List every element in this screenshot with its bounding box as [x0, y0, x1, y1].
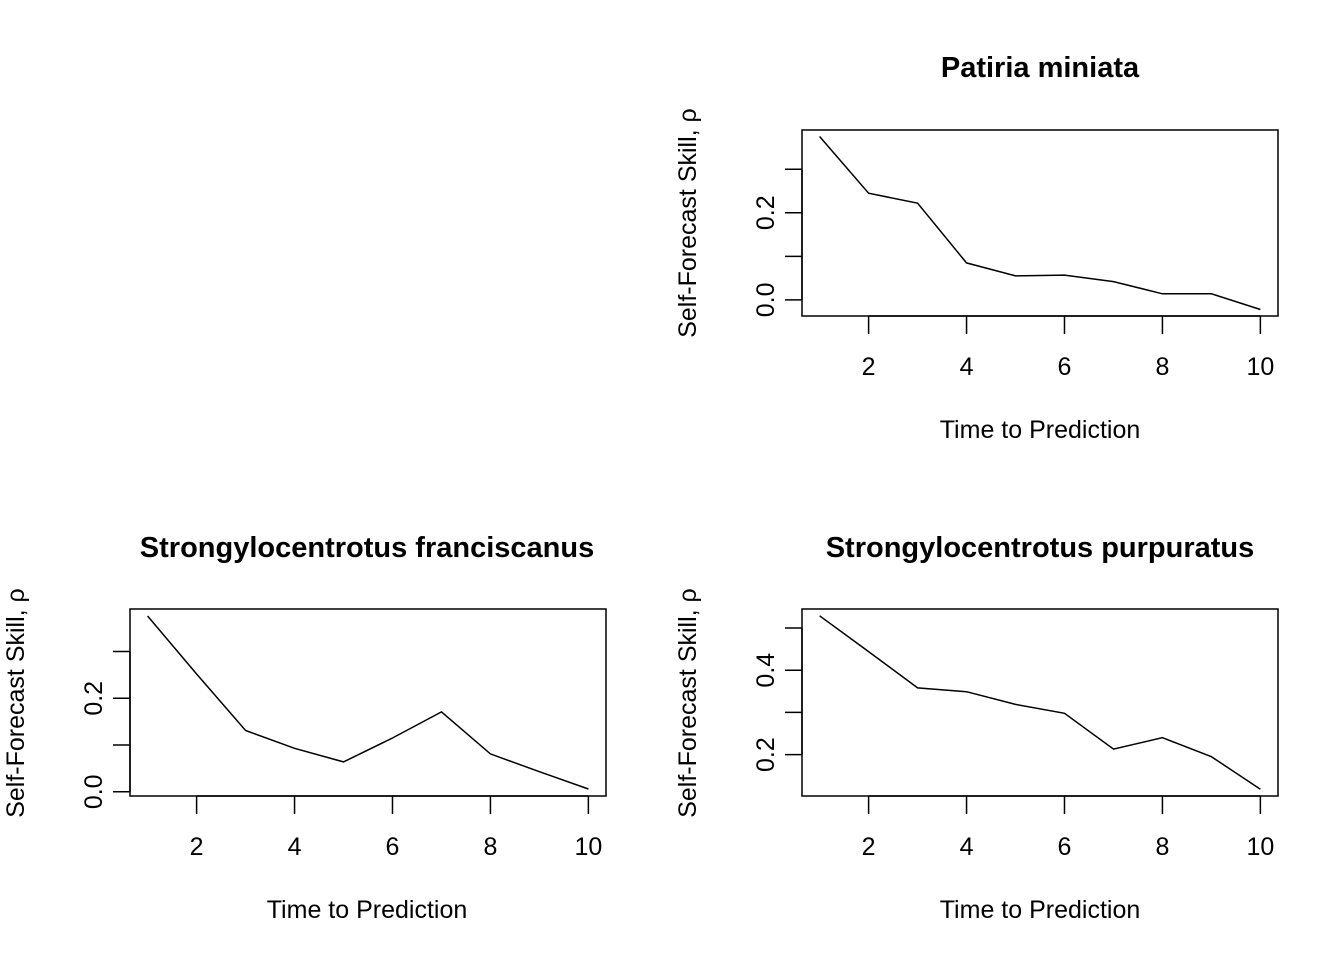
y-axis-label: Self-Forecast Skill, ρ — [674, 588, 702, 818]
chart-panel-strongylocentrotus-purpuratus: Strongylocentrotus purpuratus Time to Pr… — [674, 532, 1279, 924]
plot-frame — [801, 608, 1279, 797]
x-tick-label: 6 — [1058, 833, 1072, 861]
x-tick-label: 2 — [862, 353, 876, 381]
y-axis-label: Self-Forecast Skill, ρ — [674, 108, 702, 338]
x-tick-label: 6 — [1058, 353, 1072, 381]
x-tick-label: 8 — [1155, 353, 1169, 381]
x-tick-label: 4 — [960, 353, 974, 381]
y-tick-label: 0.4 — [752, 653, 780, 688]
x-tick-label: 10 — [574, 833, 602, 861]
x-tick-label: 8 — [483, 833, 497, 861]
series-line — [819, 615, 1261, 790]
x-tick-label: 4 — [960, 833, 974, 861]
chart-panel-strongylocentrotus-franciscanus: Strongylocentrotus franciscanus Time to … — [2, 532, 607, 924]
series-line — [147, 615, 589, 790]
y-tick-label: 0.2 — [752, 195, 780, 230]
x-axis-label: Time to Prediction — [940, 896, 1141, 924]
x-tick-label: 10 — [1246, 833, 1274, 861]
x-tick-label: 2 — [862, 833, 876, 861]
chart-title: Strongylocentrotus franciscanus — [140, 532, 594, 564]
y-axis-label: Self-Forecast Skill, ρ — [2, 588, 30, 818]
x-tick-label: 8 — [1155, 833, 1169, 861]
plot-frame — [129, 608, 607, 797]
x-tick-label: 10 — [1246, 353, 1274, 381]
x-tick-label: 6 — [386, 833, 400, 861]
x-axis-label: Time to Prediction — [267, 896, 468, 924]
x-tick-label: 4 — [288, 833, 302, 861]
x-tick-label: 2 — [190, 833, 204, 861]
chart-title: Patiria miniata — [941, 52, 1140, 84]
chart-title: Strongylocentrotus purpuratus — [826, 532, 1255, 564]
series-line — [819, 136, 1261, 311]
chart-panel-patiria-miniata: Patiria miniata Time to Prediction Self-… — [674, 52, 1279, 444]
plot-frame — [801, 129, 1279, 317]
y-tick-label: 0.2 — [80, 681, 108, 716]
y-tick-label: 0.0 — [80, 774, 108, 809]
y-tick-label: 0.2 — [752, 737, 780, 772]
y-tick-label: 0.0 — [752, 283, 780, 318]
x-axis-label: Time to Prediction — [940, 416, 1141, 444]
